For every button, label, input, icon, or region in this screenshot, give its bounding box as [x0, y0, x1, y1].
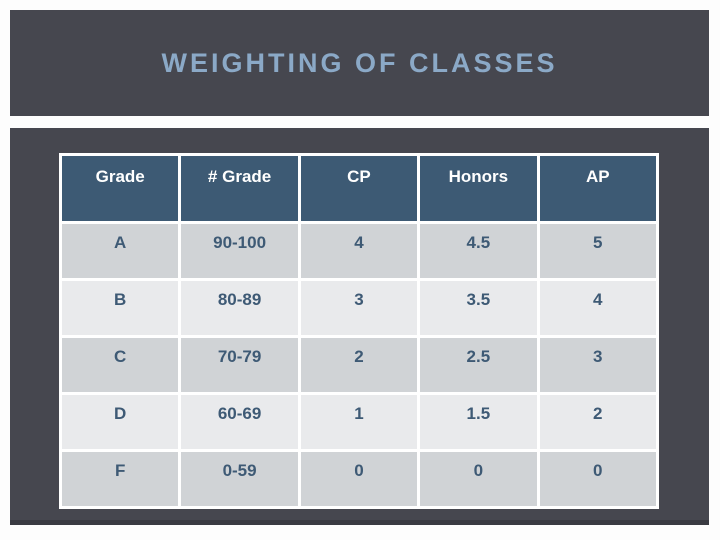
table-row: C 70-79 2 2.5 3 [58, 335, 660, 395]
title-band: WEIGHTING OF CLASSES [10, 10, 709, 116]
cell-honors-weight: 3.5 [417, 278, 540, 338]
cell-honors-weight: 4.5 [417, 221, 540, 281]
header-cell-cp: CP [297, 153, 421, 224]
header-cell-num-grade: # Grade [178, 153, 301, 224]
cell-cp-weight: 4 [297, 221, 421, 281]
slide-title: WEIGHTING OF CLASSES [161, 47, 558, 78]
cell-ap-weight: 2 [536, 392, 660, 452]
cell-ap-weight: 4 [536, 278, 660, 338]
grade-weighting-table: Grade # Grade CP Honors AP A 90-100 4 4.… [58, 153, 660, 509]
cell-num-range: 80-89 [178, 278, 301, 338]
cell-cp-weight: 3 [297, 278, 421, 338]
cell-num-range: 60-69 [178, 392, 301, 452]
cell-letter-grade: D [58, 392, 182, 452]
cell-num-range: 90-100 [178, 221, 301, 281]
content-band: Grade # Grade CP Honors AP A 90-100 4 4.… [10, 128, 709, 525]
cell-num-range: 0-59 [178, 449, 301, 509]
cell-cp-weight: 1 [297, 392, 421, 452]
table-row: B 80-89 3 3.5 4 [58, 278, 660, 338]
cell-ap-weight: 0 [536, 449, 660, 509]
cell-ap-weight: 3 [536, 335, 660, 395]
table-row: D 60-69 1 1.5 2 [58, 392, 660, 452]
header-cell-ap: AP [536, 153, 660, 224]
cell-cp-weight: 2 [297, 335, 421, 395]
cell-cp-weight: 0 [297, 449, 421, 509]
cell-letter-grade: C [58, 335, 182, 395]
table-row: F 0-59 0 0 0 [58, 449, 660, 509]
header-cell-grade: Grade [58, 153, 182, 224]
header-cell-honors: Honors [417, 153, 540, 224]
cell-letter-grade: A [58, 221, 182, 281]
cell-honors-weight: 0 [417, 449, 540, 509]
cell-num-range: 70-79 [178, 335, 301, 395]
table-header-row: Grade # Grade CP Honors AP [58, 153, 660, 224]
cell-ap-weight: 5 [536, 221, 660, 281]
cell-letter-grade: B [58, 278, 182, 338]
cell-honors-weight: 2.5 [417, 335, 540, 395]
table-row: A 90-100 4 4.5 5 [58, 221, 660, 281]
cell-honors-weight: 1.5 [417, 392, 540, 452]
cell-letter-grade: F [58, 449, 182, 509]
